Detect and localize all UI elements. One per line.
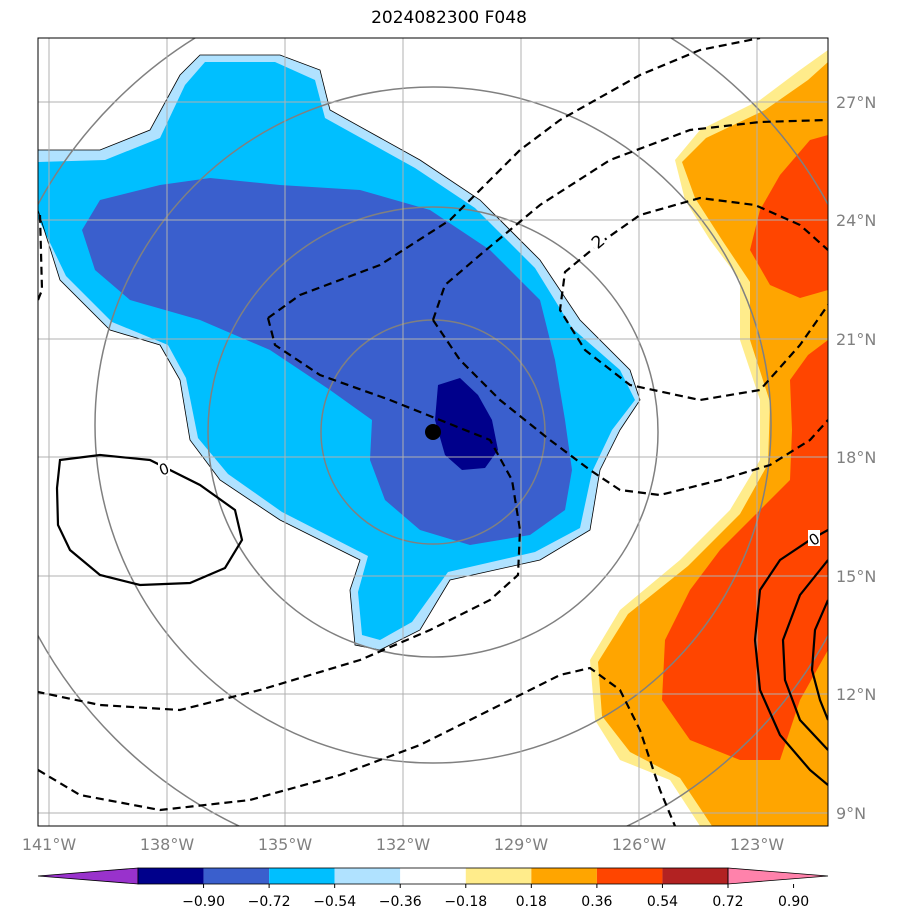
negative-contours: [38, 38, 828, 826]
colorbar-tick-label: 0.54: [647, 894, 678, 910]
lon-label: 126°W: [612, 835, 667, 854]
navy-fill: [435, 378, 498, 470]
colorbar-segment: [138, 868, 204, 884]
lat-label: 27°N: [836, 93, 876, 112]
gridlines: [38, 38, 828, 826]
colorbar-extend-high: [727, 867, 829, 885]
colorbar-tick-label: −0.90: [182, 894, 225, 910]
colorbar-segment: [596, 868, 663, 884]
lat-label: 9°N: [836, 804, 866, 823]
colorbar-segment: [269, 868, 335, 884]
map-plot-area: 2 0 0: [38, 38, 828, 826]
lon-label: 129°W: [494, 835, 549, 854]
colorbar-tick-label: −0.54: [313, 894, 356, 910]
colorbar-tick-label: −0.36: [379, 894, 422, 910]
colorbar-tick-label: −0.18: [444, 894, 487, 910]
storm-center-marker: [425, 424, 441, 440]
lon-label: 135°W: [258, 835, 313, 854]
colorbar-segment: [400, 868, 466, 884]
lat-label: 21°N: [836, 330, 876, 349]
lon-label: 138°W: [140, 835, 195, 854]
lon-label: 141°W: [22, 835, 77, 854]
lat-label: 15°N: [836, 567, 876, 586]
shading-outline: [38, 54, 641, 651]
red-orange-fill-north: [750, 135, 828, 298]
colorbar-tick-label: 0.18: [516, 894, 547, 910]
colorbar-segment: [531, 868, 597, 884]
lon-label: 123°W: [730, 835, 785, 854]
red-orange-fill-south: [662, 340, 828, 760]
colorbar-tick-label: 0.36: [581, 894, 612, 910]
map-title: 2024082300 F048: [371, 8, 527, 28]
colorbar: −0.90 −0.72 −0.54 −0.36 −0.18 0.18 0.36 0.54 0.7…: [37, 867, 829, 910]
map-frame: [37, 37, 829, 827]
colorbar-tick-label: 0.72: [712, 894, 743, 910]
lat-label: 24°N: [836, 211, 876, 230]
colorbar-segment: [203, 868, 270, 884]
lat-label: 18°N: [836, 448, 876, 467]
colorbar-tick-label: 0.90: [778, 894, 809, 910]
colorbar-frame: [137, 867, 729, 885]
colorbar-tick-label: −0.72: [248, 894, 291, 910]
colorbar-segment: [334, 868, 401, 884]
colorbar-segment: [662, 868, 728, 884]
lat-label: 12°N: [836, 685, 876, 704]
latitude-labels: 27°N 24°N 21°N 18°N 15°N 12°N 9°N: [836, 93, 876, 823]
colorbar-extend-low: [37, 867, 139, 885]
colorbar-segment: [465, 868, 532, 884]
lon-label: 132°W: [376, 835, 431, 854]
longitude-labels: 141°W 138°W 135°W 132°W 129°W 126°W 123°…: [22, 835, 785, 854]
